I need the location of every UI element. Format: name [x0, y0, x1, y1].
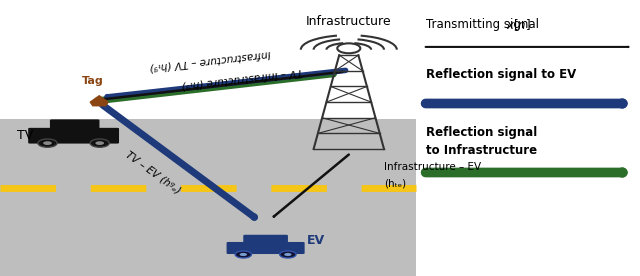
Text: Reflection signal: Reflection signal	[426, 126, 537, 139]
FancyBboxPatch shape	[227, 242, 305, 254]
Text: TV – EV (hᵍₑ): TV – EV (hᵍₑ)	[124, 149, 183, 196]
Circle shape	[95, 141, 104, 145]
FancyBboxPatch shape	[50, 120, 99, 131]
Circle shape	[235, 251, 252, 258]
Text: $x[n]$: $x[n]$	[506, 17, 531, 32]
Text: Tag: Tag	[82, 76, 104, 86]
Text: Transmitting signal: Transmitting signal	[426, 18, 542, 31]
Bar	[0, 119, 416, 276]
Circle shape	[43, 141, 52, 145]
Text: TV: TV	[17, 129, 34, 142]
Text: EV: EV	[307, 233, 325, 247]
FancyBboxPatch shape	[243, 235, 288, 245]
Circle shape	[284, 253, 292, 256]
Text: Reflection signal to EV: Reflection signal to EV	[426, 68, 576, 81]
Text: Infrastructure: Infrastructure	[306, 15, 392, 28]
Circle shape	[239, 253, 247, 256]
Text: Infrastructure – TV (hₜᵍ): Infrastructure – TV (hₜᵍ)	[148, 49, 271, 73]
Text: TV – Infrastructure (hₜᵍ): TV – Infrastructure (hₜᵍ)	[180, 67, 303, 91]
Circle shape	[280, 251, 296, 258]
Circle shape	[38, 139, 57, 147]
Circle shape	[90, 139, 109, 147]
FancyBboxPatch shape	[28, 128, 119, 144]
Polygon shape	[90, 96, 108, 106]
Text: to Infrastructure: to Infrastructure	[426, 144, 537, 157]
Circle shape	[337, 43, 360, 53]
Text: Infrastructure – EV: Infrastructure – EV	[384, 162, 481, 172]
Text: (hₜₑ): (hₜₑ)	[384, 179, 406, 189]
